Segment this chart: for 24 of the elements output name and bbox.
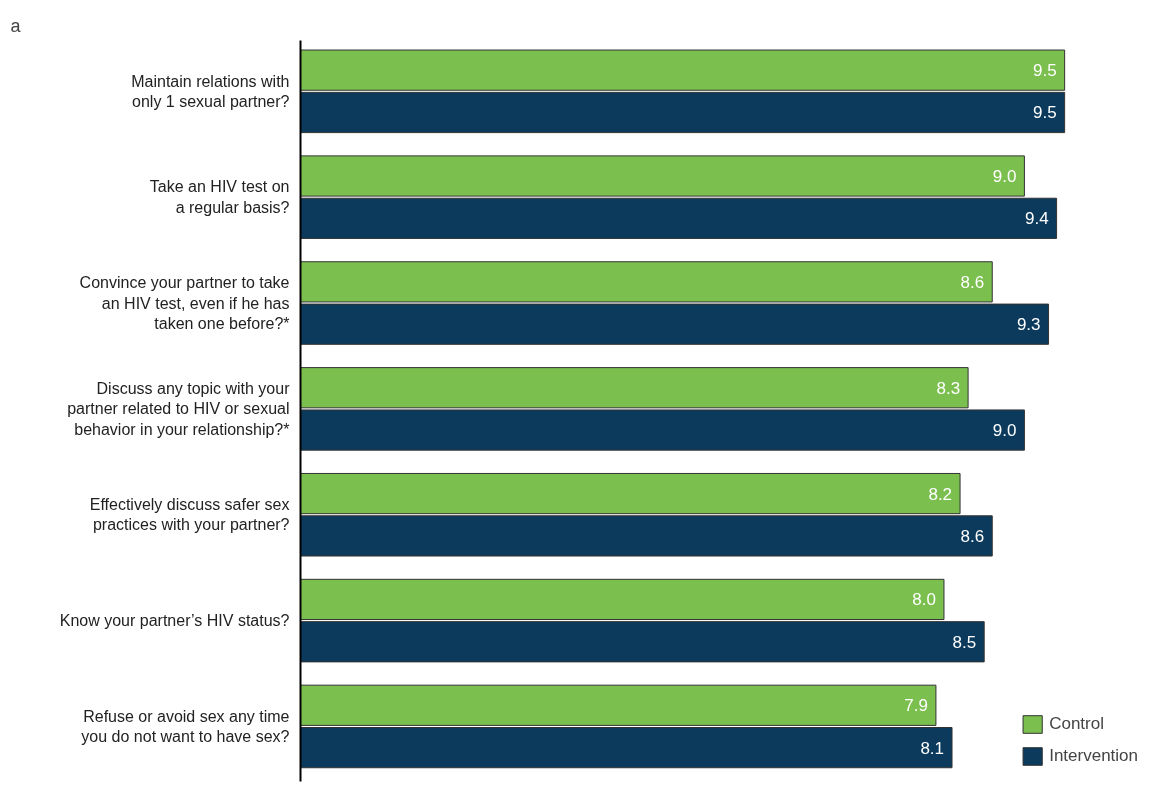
legend-label: Control (1049, 714, 1104, 734)
text: a (10, 15, 22, 36)
data-label: 9.4 (1024, 209, 1049, 229)
data-label: 8.0 (912, 590, 936, 610)
data-label: 8.6 (960, 526, 985, 546)
y-tick-label: Refuse or avoid sex any time you do not want to have sex? (81, 707, 290, 746)
data-label: 9.0 (992, 421, 1017, 441)
data-label: 9.5 (1032, 103, 1057, 123)
y-tick-label: Discuss any topic with your partner related to HIV or sexual behavior in your relationship?* (67, 379, 291, 438)
data-label: 9.3 (1016, 315, 1041, 335)
y-tick-label: Effectively discuss safer sex practices with your partner? (89, 496, 290, 534)
y-tick-label: Know your partner’s HIV status? (59, 612, 290, 630)
data-label: 8.3 (936, 378, 961, 398)
y-tick-label: Maintain relations with only 1 sexual partner? (131, 72, 290, 111)
data-label: 9.5 (1032, 61, 1057, 81)
data-label: 8.6 (960, 272, 985, 292)
data-label: 8.2 (928, 484, 953, 504)
y-tick-label: Convince your partner to take an HIV test, even if he has taken one before?* (79, 274, 290, 332)
legend-label: Intervention (1049, 746, 1138, 766)
y-tick-label: Take an HIV test on a regular basis? (149, 178, 290, 216)
data-label: 9.0 (992, 167, 1017, 186)
data-label: 8.5 (952, 632, 977, 652)
data-label: 7.9 (904, 696, 928, 716)
data-label: 8.1 (920, 738, 945, 758)
